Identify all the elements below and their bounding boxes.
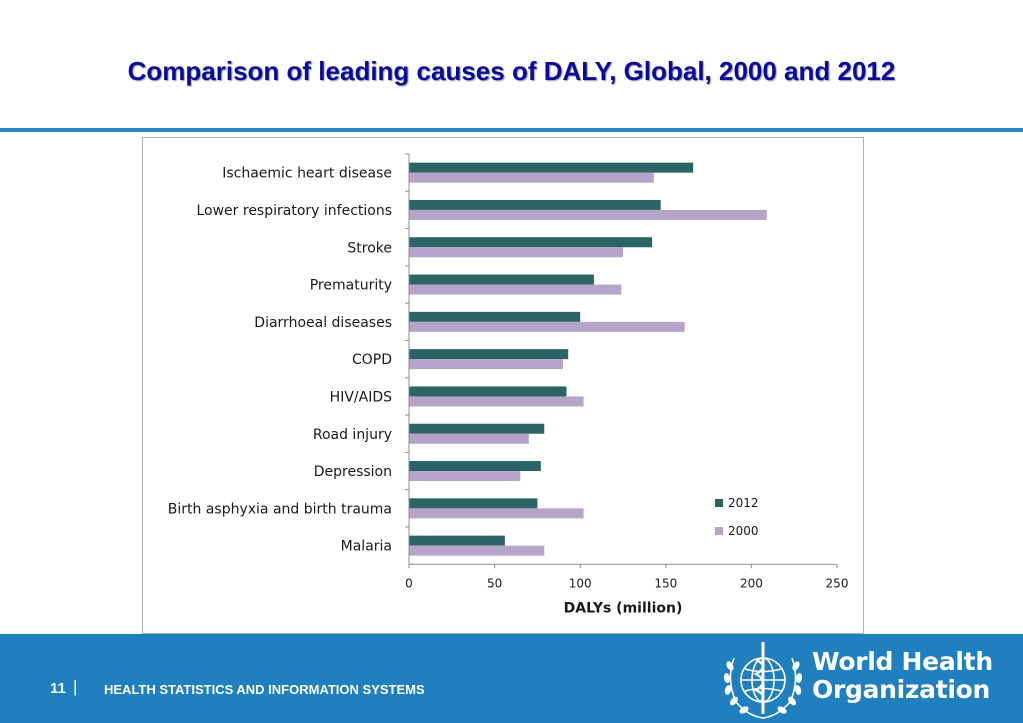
footer-separator: | bbox=[73, 677, 78, 696]
category-label: Diarrhoeal diseases bbox=[254, 315, 392, 331]
bar-2012-2 bbox=[409, 237, 653, 248]
footer: 11 | HEALTH STATISTICS AND INFORMATION S… bbox=[0, 634, 1023, 723]
slide-title: Comparison of leading causes of DALY, Gl… bbox=[127, 56, 896, 86]
category-label: COPD bbox=[352, 352, 392, 368]
chart-plot: Ischaemic heart disease Lower respiratory… bbox=[168, 153, 849, 616]
legend: 2012 2000 bbox=[715, 496, 759, 538]
bar-2012-3 bbox=[409, 274, 594, 285]
x-tick-label: 100 bbox=[569, 576, 592, 590]
bar-2000-0 bbox=[409, 172, 654, 183]
bar-2012-4 bbox=[409, 311, 581, 322]
category-label: Road injury bbox=[313, 427, 392, 443]
legend-swatch-2012 bbox=[715, 499, 723, 507]
category-labels: Ischaemic heart disease Lower respiratory… bbox=[168, 166, 392, 555]
bar-2000-8 bbox=[409, 471, 521, 482]
bar-chart: Ischaemic heart disease Lower respiratory… bbox=[142, 137, 864, 634]
bar-2000-10 bbox=[409, 545, 545, 556]
who-logo-line2: Organization bbox=[812, 675, 991, 704]
x-tick-label: 150 bbox=[654, 576, 677, 590]
bar-2000-2 bbox=[409, 247, 623, 258]
category-label: Ischaemic heart disease bbox=[222, 166, 392, 182]
bar-2000-9 bbox=[409, 508, 584, 519]
page-number: 11 bbox=[50, 680, 66, 697]
x-tick-label: 50 bbox=[487, 576, 502, 590]
bar-2012-1 bbox=[409, 199, 661, 210]
legend-swatch-2000 bbox=[715, 527, 723, 535]
category-label: Lower respiratory infections bbox=[196, 203, 392, 219]
bars bbox=[409, 162, 767, 556]
bar-2000-6 bbox=[409, 396, 584, 407]
bar-2000-7 bbox=[409, 433, 529, 444]
bar-2012-5 bbox=[409, 349, 569, 360]
x-tick-label: 200 bbox=[740, 576, 763, 590]
x-axis: 0 50 100 150 200 250 DALYs (million) bbox=[405, 153, 849, 616]
category-label: Malaria bbox=[341, 539, 392, 555]
legend-label-2012: 2012 bbox=[728, 496, 759, 510]
bar-2012-6 bbox=[409, 386, 567, 397]
x-axis-title: DALYs (million) bbox=[564, 600, 683, 616]
who-logo-text: World Health Organization bbox=[812, 648, 993, 704]
bar-2012-7 bbox=[409, 423, 545, 434]
bar-2000-1 bbox=[409, 209, 767, 220]
bar-2000-5 bbox=[409, 359, 564, 370]
legend-label-2000: 2000 bbox=[728, 524, 759, 538]
who-emblem-icon bbox=[723, 642, 803, 719]
bar-2012-8 bbox=[409, 461, 541, 472]
category-label: Stroke bbox=[347, 240, 392, 256]
bar-2000-3 bbox=[409, 284, 622, 295]
department-name: HEALTH STATISTICS AND INFORMATION SYSTEM… bbox=[104, 682, 425, 697]
who-logo-line1: World Health bbox=[812, 647, 993, 676]
bar-2012-9 bbox=[409, 498, 538, 509]
title-divider bbox=[0, 128, 1023, 132]
bar-2012-0 bbox=[409, 162, 694, 173]
category-label: Birth asphyxia and birth trauma bbox=[168, 501, 392, 517]
bar-2000-4 bbox=[409, 321, 685, 332]
x-tick-label: 250 bbox=[826, 576, 849, 590]
bar-2012-10 bbox=[409, 535, 505, 546]
x-tick-label: 0 bbox=[405, 576, 413, 590]
category-label: Depression bbox=[314, 464, 392, 480]
category-label: HIV/AIDS bbox=[330, 389, 392, 405]
category-label: Prematurity bbox=[310, 278, 392, 294]
